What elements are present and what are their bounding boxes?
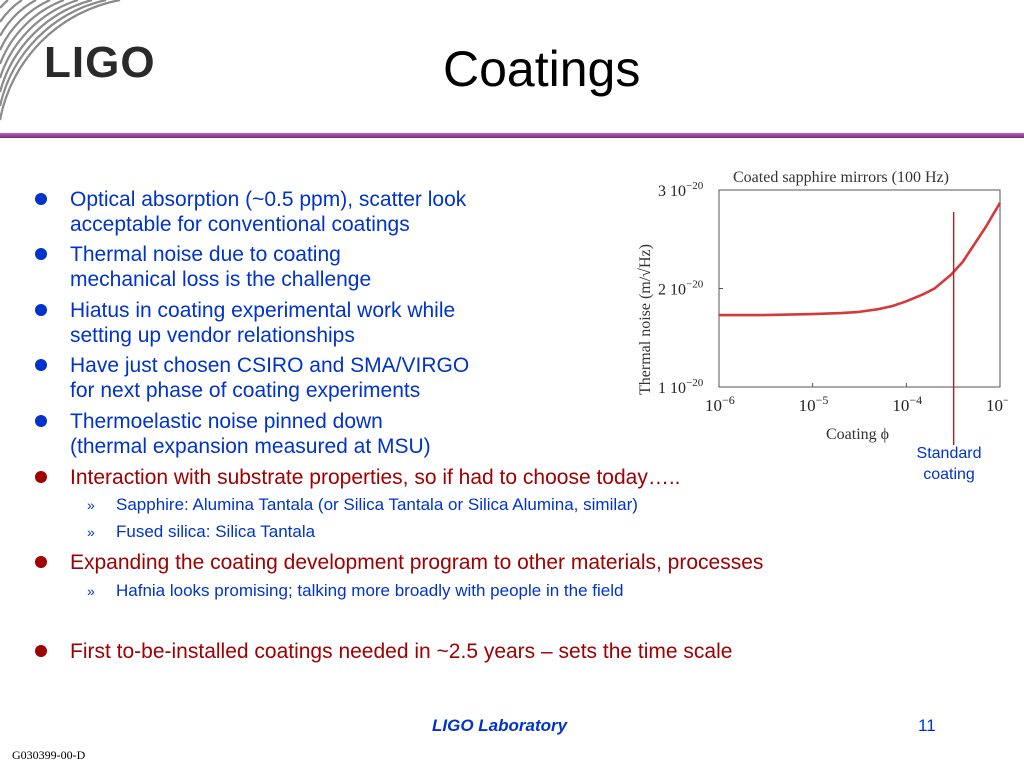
title-divider [0,133,1024,138]
sub-bullet-text: Hafnia looks promising; talking more bro… [116,581,624,600]
page-number: 11 [918,716,936,735]
bullet-text: setting up vendor relationships [70,324,355,347]
bullet-item: Hiatus in coating experimental work whil… [70,298,455,348]
chart-title: Coated sapphire mirrors (100 Hz) [733,169,949,186]
bullet-dot [35,415,47,427]
bullet-text: mechanical loss is the challenge [70,268,372,291]
chart-xlabel: Coating ϕ [826,426,889,443]
x-tick-label: 10−6 [705,393,735,415]
bullet-item: First to-be-installed coatings needed in… [70,639,732,664]
bullet-text: Thermoelastic noise pinned down [70,410,383,433]
bullet-item: Thermoelastic noise pinned down (thermal… [70,409,431,459]
bullet-dot [35,248,47,260]
bullet-text: Have just chosen CSIRO and SMA/VIRGO [70,354,470,377]
x-tick-label: 10−5 [799,393,829,415]
bullet-text: First to-be-installed coatings needed in… [70,640,733,663]
bullet-text: (thermal expansion measured at MSU) [70,435,431,458]
y-axis-ticks: 1 10−20 2 10−20 3 10−20 [658,180,723,397]
slide-title: Coatings [443,41,641,97]
bullet-dot [35,193,47,205]
bullet-item: Thermal noise due to coating mechanical … [70,242,371,292]
x-tick-label: 10−3 [986,393,1008,415]
annotation-line: Standard [916,445,982,462]
standard-coating-annotation: Standard coating [900,443,998,485]
bullet-text: Thermal noise due to coating [70,243,341,266]
bullet-text: for next phase of coating experiments [70,379,421,402]
bullet-dot [35,359,47,371]
ligo-logo: LIGO [44,38,156,87]
bullet-text: acceptable for conventional coatings [70,213,410,236]
bullet-dot [35,471,47,483]
sub-bullet-marker: » [87,497,95,513]
document-id: G030399-00-D [12,748,86,762]
bullet-item: Optical absorption (~0.5 ppm), scatter l… [70,187,466,237]
ligo-logo-arcs [0,0,121,121]
sub-bullet-marker: » [87,524,95,540]
bullet-item: Interaction with substrate properties, s… [70,465,681,490]
sub-bullet-text: Sapphire: Alumina Tantala (or Silica Tan… [116,495,638,514]
chart-ylabel: Thermal noise (m/√Hz) [637,244,654,395]
sub-bullet-marker: » [87,583,95,599]
bullet-text: Optical absorption (~0.5 ppm), scatter l… [70,188,467,211]
y-tick-label: 2 10−20 [658,279,704,299]
y-tick-label: 3 10−20 [658,180,704,200]
bullet-text: Interaction with substrate properties, s… [70,466,681,489]
footer-lab: LIGO Laboratory [432,716,568,735]
bullet-dot [35,556,47,568]
chart-plot-frame [718,189,1001,388]
bullet-item: Have just chosen CSIRO and SMA/VIRGO for… [70,353,469,403]
x-tick-label: 10−4 [892,393,922,415]
bullet-item: Expanding the coating development progra… [70,550,763,575]
bullet-text: Hiatus in coating experimental work whil… [70,299,456,322]
bullet-dot [35,645,47,657]
bullet-dot [35,304,47,316]
x-axis-ticks: 10−6 10−5 10−4 10−3 [705,383,1008,415]
sub-bullet-text: Fused silica: Silica Tantala [116,522,316,541]
bullet-text: Expanding the coating development progra… [70,551,764,574]
annotation-line: coating [923,466,975,483]
y-tick-label: 1 10−20 [658,377,704,397]
thermal-noise-chart: Coated sapphire mirrors (100 Hz) Coating… [637,169,1008,445]
thermal-noise-curve [719,202,1002,317]
